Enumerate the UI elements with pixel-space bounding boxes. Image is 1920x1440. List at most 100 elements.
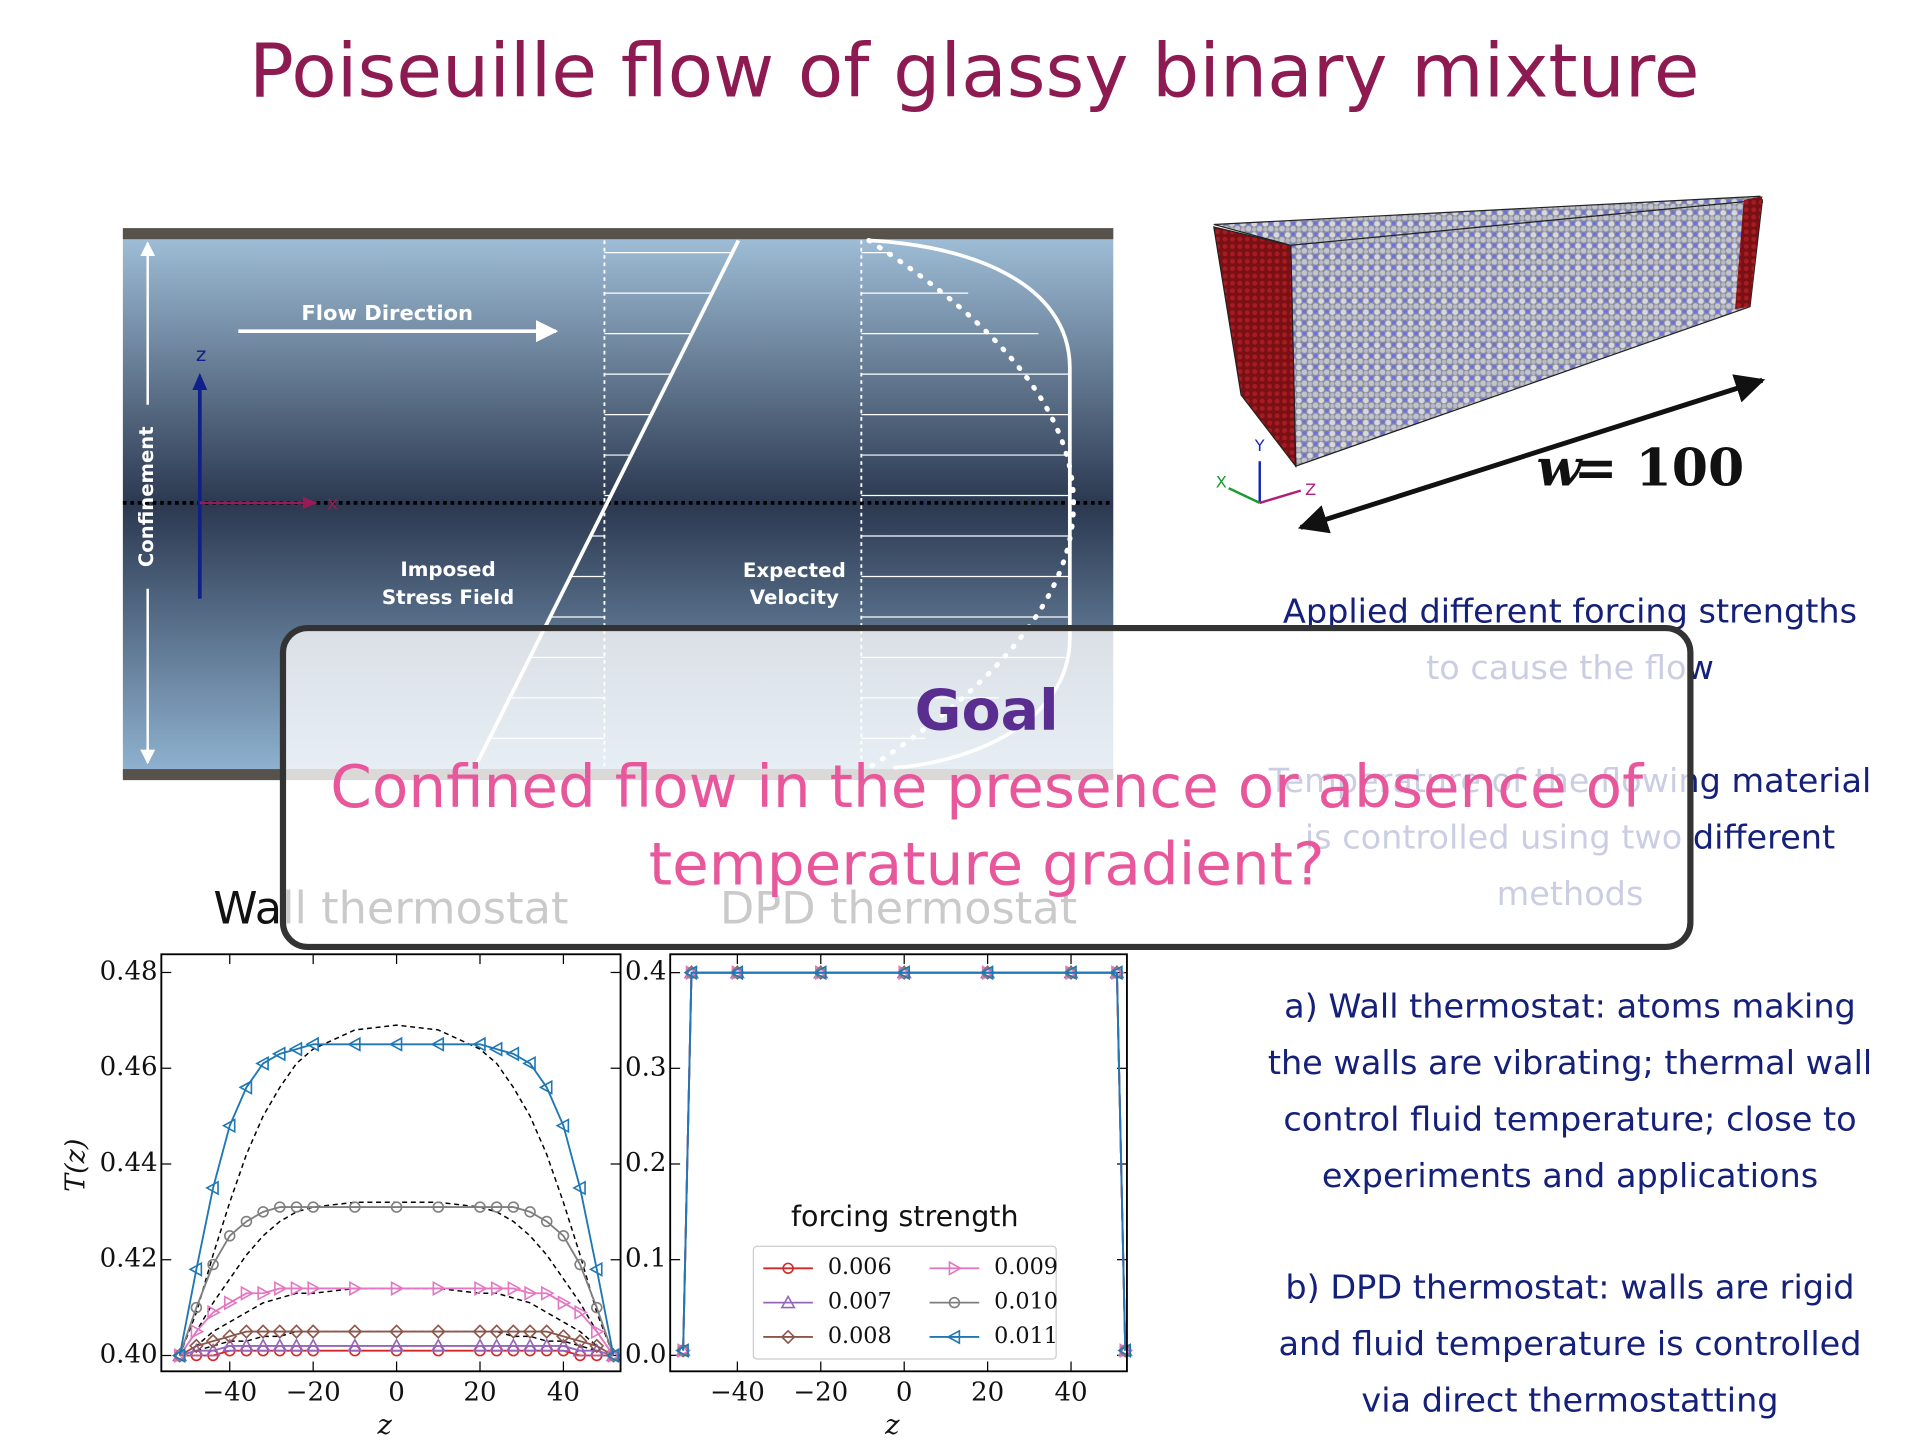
width-value: = 100 [1574, 438, 1745, 499]
x-tick-label: 20 [971, 1377, 1004, 1407]
marker [390, 1201, 403, 1213]
marker [505, 1338, 521, 1352]
legend-title: forcing strength [791, 1200, 1019, 1233]
marker [474, 1201, 486, 1213]
z-label: z [196, 343, 206, 366]
marker [538, 1079, 553, 1095]
marker [390, 1280, 405, 1296]
note-line: b) DPD thermostat: walls are rigid [1285, 1268, 1854, 1307]
marker [207, 1304, 221, 1320]
slide-title: Poiseuille flow of glassy binary mixture [249, 29, 1700, 115]
marker [389, 1338, 405, 1352]
marker [349, 1201, 361, 1213]
marker [488, 1041, 503, 1057]
marker [205, 1180, 219, 1196]
width-symbol: w [1536, 438, 1583, 499]
marker [522, 1338, 538, 1352]
plot-frame [669, 953, 1128, 1373]
marker [189, 1338, 204, 1354]
y-tick-label: 0.44 [100, 1148, 158, 1178]
marker [389, 1324, 404, 1339]
legend-marker [946, 1329, 961, 1345]
marker [539, 1338, 555, 1352]
marker [349, 1280, 363, 1296]
marker [221, 1118, 236, 1134]
fit-line [179, 1287, 614, 1357]
axis-x [1228, 487, 1261, 505]
marker [472, 1324, 488, 1339]
marker [489, 1338, 505, 1352]
simulation-box: w = 100 Y X Z [1213, 195, 1766, 534]
goal-question: temperature gradient? [649, 830, 1325, 899]
marker [591, 1324, 605, 1340]
marker [255, 1338, 271, 1352]
y-tick-label: 0.1 [625, 1244, 666, 1274]
goal-box: Goal Confined flow in the presence or ab… [279, 624, 1694, 950]
marker [288, 1338, 305, 1352]
x-axis-label: z [377, 1410, 393, 1440]
marker [490, 1201, 503, 1213]
marker [290, 1280, 305, 1296]
z-arrow-head [192, 372, 208, 391]
legend-marker [782, 1262, 794, 1274]
y-axis-label: T(z) [60, 1139, 91, 1192]
marker [591, 1301, 603, 1314]
velocity-label: Expected [743, 559, 846, 582]
legend-marker [948, 1260, 963, 1276]
marker [505, 1046, 520, 1062]
y-tick-label: 0.2 [625, 1148, 666, 1178]
marker [522, 1324, 538, 1339]
marker [574, 1258, 586, 1271]
marker [347, 1338, 363, 1352]
box-side [1290, 199, 1764, 467]
marker [289, 1324, 304, 1339]
goal-frame [279, 624, 1694, 950]
marker [524, 1206, 536, 1218]
note-line: and fluid temperature is controlled [1278, 1324, 1861, 1363]
marker [524, 1285, 538, 1301]
legend-label: 0.008 [828, 1323, 892, 1349]
marker [605, 1348, 620, 1363]
series-line [682, 971, 1127, 1351]
marker [979, 965, 994, 981]
legend-label: 0.011 [994, 1323, 1058, 1349]
marker [540, 1215, 553, 1228]
marker [222, 1329, 238, 1344]
marker [272, 1324, 288, 1339]
marker [556, 1329, 571, 1344]
note-line: Applied different forcing strengths [1283, 592, 1857, 631]
x-tick-label: 0 [388, 1377, 405, 1407]
y-tick-label: 0.40 [100, 1340, 158, 1370]
marker [288, 1041, 303, 1057]
x-tick-label: −40 [710, 1377, 765, 1407]
legend-marker [948, 1296, 961, 1309]
y-tick-label: 0.46 [100, 1052, 158, 1082]
width-arrow [1297, 374, 1766, 534]
goal-question: Confined flow in the presence or absence… [330, 752, 1644, 821]
x-tick-label: 20 [463, 1377, 496, 1407]
x-tick-label: −40 [202, 1377, 257, 1407]
marker [572, 1342, 588, 1357]
marker [683, 965, 698, 981]
marker [307, 1280, 322, 1296]
plot-frame [160, 953, 622, 1373]
marker [388, 1036, 403, 1052]
marker [238, 1079, 253, 1095]
x-tick-label: −20 [793, 1377, 848, 1407]
x-tick-label: 0 [896, 1377, 913, 1407]
velocity-label: Velocity [750, 586, 839, 609]
x-label: x [327, 492, 339, 515]
wall-top [122, 228, 1114, 240]
legend-label: 0.007 [828, 1289, 892, 1315]
marker [290, 1201, 303, 1213]
marker [506, 1324, 521, 1339]
marker [347, 1036, 361, 1052]
y-tick-label: 0.48 [100, 957, 158, 987]
stress-label: Stress Field [382, 586, 514, 609]
marker [257, 1285, 271, 1301]
marker [205, 1333, 221, 1349]
box-wall [1735, 196, 1763, 310]
note-line: via direct thermostatting [1361, 1381, 1778, 1420]
y-tick-label: 0.4 [625, 957, 666, 987]
